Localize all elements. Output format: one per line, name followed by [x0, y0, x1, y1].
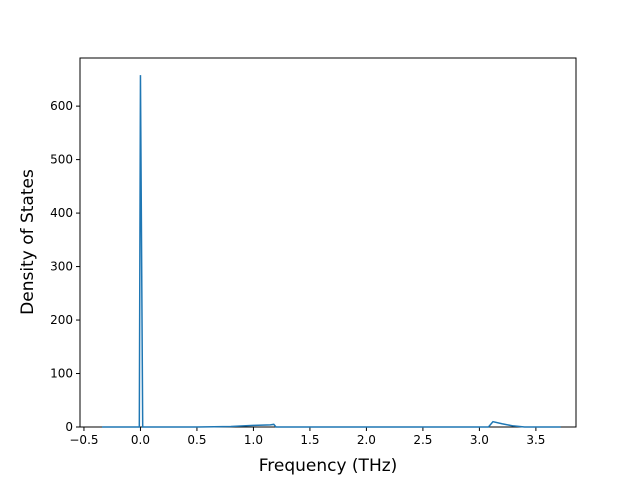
- x-tick-label: −0.5: [69, 433, 98, 447]
- data-line: [102, 75, 561, 428]
- x-axis-label: Frequency (THz): [259, 456, 398, 476]
- y-tick-label: 0: [65, 420, 73, 434]
- x-tick-label: 1.0: [244, 433, 263, 447]
- x-tick-label: 0.5: [187, 433, 206, 447]
- y-axis-label: Density of States: [18, 169, 38, 315]
- x-tick-label: 2.0: [357, 433, 376, 447]
- x-tick-label: 2.5: [413, 433, 432, 447]
- y-tick-label: 600: [50, 99, 73, 113]
- y-tick-label: 100: [50, 367, 73, 381]
- plot-frame: [79, 57, 577, 428]
- y-tick-label: 200: [50, 313, 73, 327]
- y-tick-label: 400: [50, 206, 73, 220]
- x-tick-label: 3.5: [526, 433, 545, 447]
- x-tick-label: 0.0: [131, 433, 150, 447]
- x-tick-label: 3.0: [470, 433, 489, 447]
- y-tick-label: 300: [50, 260, 73, 274]
- x-tick-label: 1.5: [300, 433, 319, 447]
- y-tick-label: 500: [50, 153, 73, 167]
